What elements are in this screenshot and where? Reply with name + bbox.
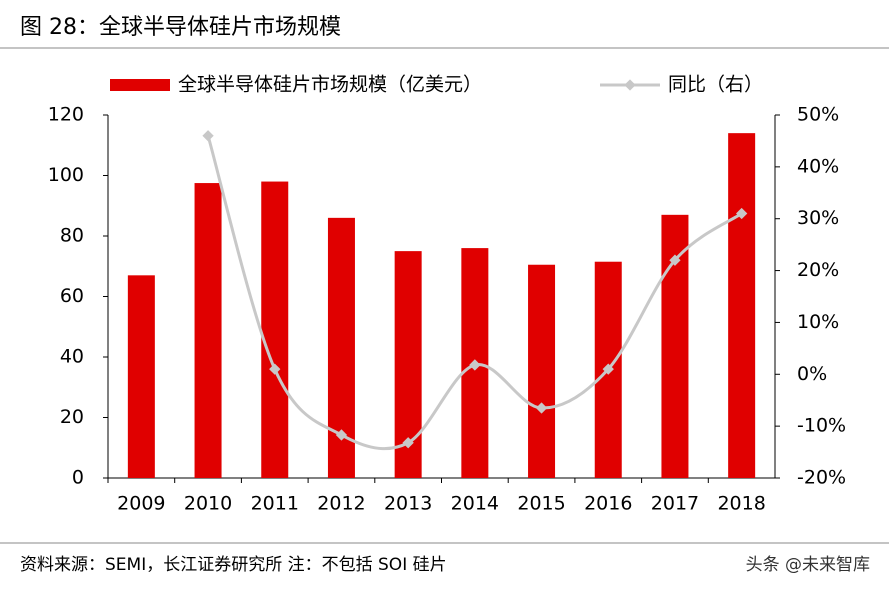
y2-tick-label: 0% bbox=[797, 363, 827, 385]
y2-tick-label: -20% bbox=[797, 467, 846, 489]
y2-tick-label: -10% bbox=[797, 415, 846, 437]
x-tick-label: 2014 bbox=[451, 493, 499, 515]
chart-title: 图 28：全球半导体硅片市场规模 bbox=[20, 15, 341, 40]
y-tick-label: 40 bbox=[60, 346, 84, 368]
y-tick-label: 100 bbox=[48, 164, 84, 186]
y2-tick-label: 20% bbox=[797, 259, 839, 281]
line-marker bbox=[469, 359, 481, 371]
line-marker bbox=[202, 130, 214, 142]
x-tick-label: 2012 bbox=[317, 493, 365, 515]
x-tick-label: 2017 bbox=[651, 493, 699, 515]
bar bbox=[127, 275, 155, 478]
line-marker bbox=[402, 437, 414, 449]
legend-swatch bbox=[624, 79, 636, 91]
legend-label: 同比（右） bbox=[668, 74, 763, 96]
legend-label: 全球半导体硅片市场规模（亿美元） bbox=[178, 74, 482, 96]
y-tick-label: 60 bbox=[60, 285, 84, 307]
line-marker bbox=[335, 429, 348, 441]
bar bbox=[194, 183, 222, 478]
legend-swatch bbox=[110, 79, 170, 91]
line-marker bbox=[602, 363, 614, 375]
x-tick-label: 2010 bbox=[184, 493, 232, 515]
x-tick-label: 2016 bbox=[584, 493, 632, 515]
y-tick-label: 120 bbox=[48, 104, 84, 126]
y2-tick-label: 30% bbox=[797, 207, 839, 229]
bar bbox=[728, 133, 756, 478]
x-tick-label: 2013 bbox=[384, 493, 432, 515]
y-tick-label: 0 bbox=[72, 467, 84, 489]
watermark: 头条 @未来智库 bbox=[746, 555, 870, 575]
bar bbox=[261, 181, 289, 479]
line-marker bbox=[735, 207, 748, 220]
y-tick-label: 20 bbox=[60, 406, 84, 428]
bar bbox=[661, 214, 689, 478]
y2-tick-label: 40% bbox=[797, 155, 839, 177]
y2-tick-label: 50% bbox=[797, 104, 839, 126]
source-note: 资料来源：SEMI，长江证券研究所 注：不包括 SOI 硅片 bbox=[20, 555, 447, 575]
y2-tick-label: 10% bbox=[797, 311, 839, 333]
x-tick-label: 2018 bbox=[717, 493, 765, 515]
line-marker bbox=[669, 254, 681, 266]
x-tick-label: 2011 bbox=[251, 493, 299, 515]
bar bbox=[528, 264, 556, 478]
line-marker bbox=[269, 363, 281, 375]
x-tick-label: 2015 bbox=[517, 493, 565, 515]
line-marker bbox=[535, 402, 548, 414]
y-tick-label: 80 bbox=[60, 225, 84, 247]
x-tick-label: 2009 bbox=[117, 493, 165, 515]
